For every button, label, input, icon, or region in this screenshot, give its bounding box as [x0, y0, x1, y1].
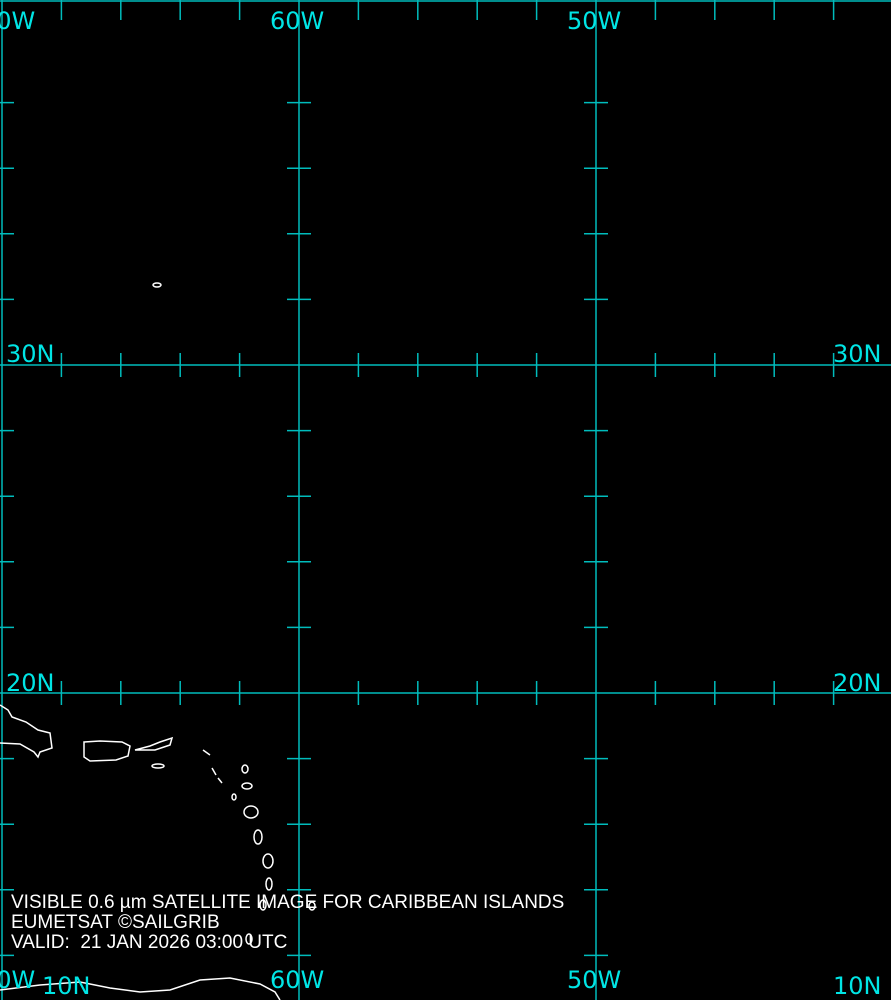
coast-st-croix: [151, 763, 165, 769]
coast-st-lucia: [265, 877, 273, 891]
coast-st-vincent: [259, 899, 267, 911]
coast-hispaniola: [0, 704, 53, 759]
coast-guadeloupe: [243, 805, 259, 819]
caption-credit: EUMETSAT ©SAILGRIB: [11, 912, 220, 933]
coast-montserrat: [231, 793, 237, 801]
coast-martinique: [262, 853, 274, 869]
caption-title: VISIBLE 0.6 µm SATELLITE IMAGE FOR CARIB…: [11, 892, 565, 913]
lat-label-right-30n: 30N: [833, 340, 882, 368]
coast-puerto-rico: [83, 740, 131, 762]
coast-barbados: [308, 901, 316, 911]
lat-label-left-10n: 10N: [42, 972, 91, 1000]
lon-label-top-60w: 60W: [270, 7, 325, 35]
lon-label-top-70w: 70W: [0, 7, 36, 35]
coast-antigua: [241, 764, 249, 774]
caption-valid-time: VALID: 21 JAN 2026 03:00 UTC: [11, 932, 288, 953]
lat-label-left-30n: 30N: [6, 340, 55, 368]
lat-label-right-10n: 10N: [833, 972, 882, 1000]
lon-label-bottom-60w: 60W: [270, 966, 325, 994]
coast-grenada: [245, 933, 253, 945]
coast-lesser-antilles: [202, 749, 223, 784]
coast-barbuda: [241, 782, 253, 790]
lon-label-top-50w: 50W: [567, 7, 622, 35]
coast-south-america: [0, 977, 281, 1000]
lon-label-bottom-50w: 50W: [567, 966, 622, 994]
coast-virgin-islands: [134, 736, 174, 751]
coast-islet: [152, 282, 162, 288]
lat-label-left-20n: 20N: [6, 669, 55, 697]
lat-label-right-20n: 20N: [833, 669, 882, 697]
lon-label-bottom-70w: 70W: [0, 966, 36, 994]
coast-dominica: [253, 829, 263, 845]
